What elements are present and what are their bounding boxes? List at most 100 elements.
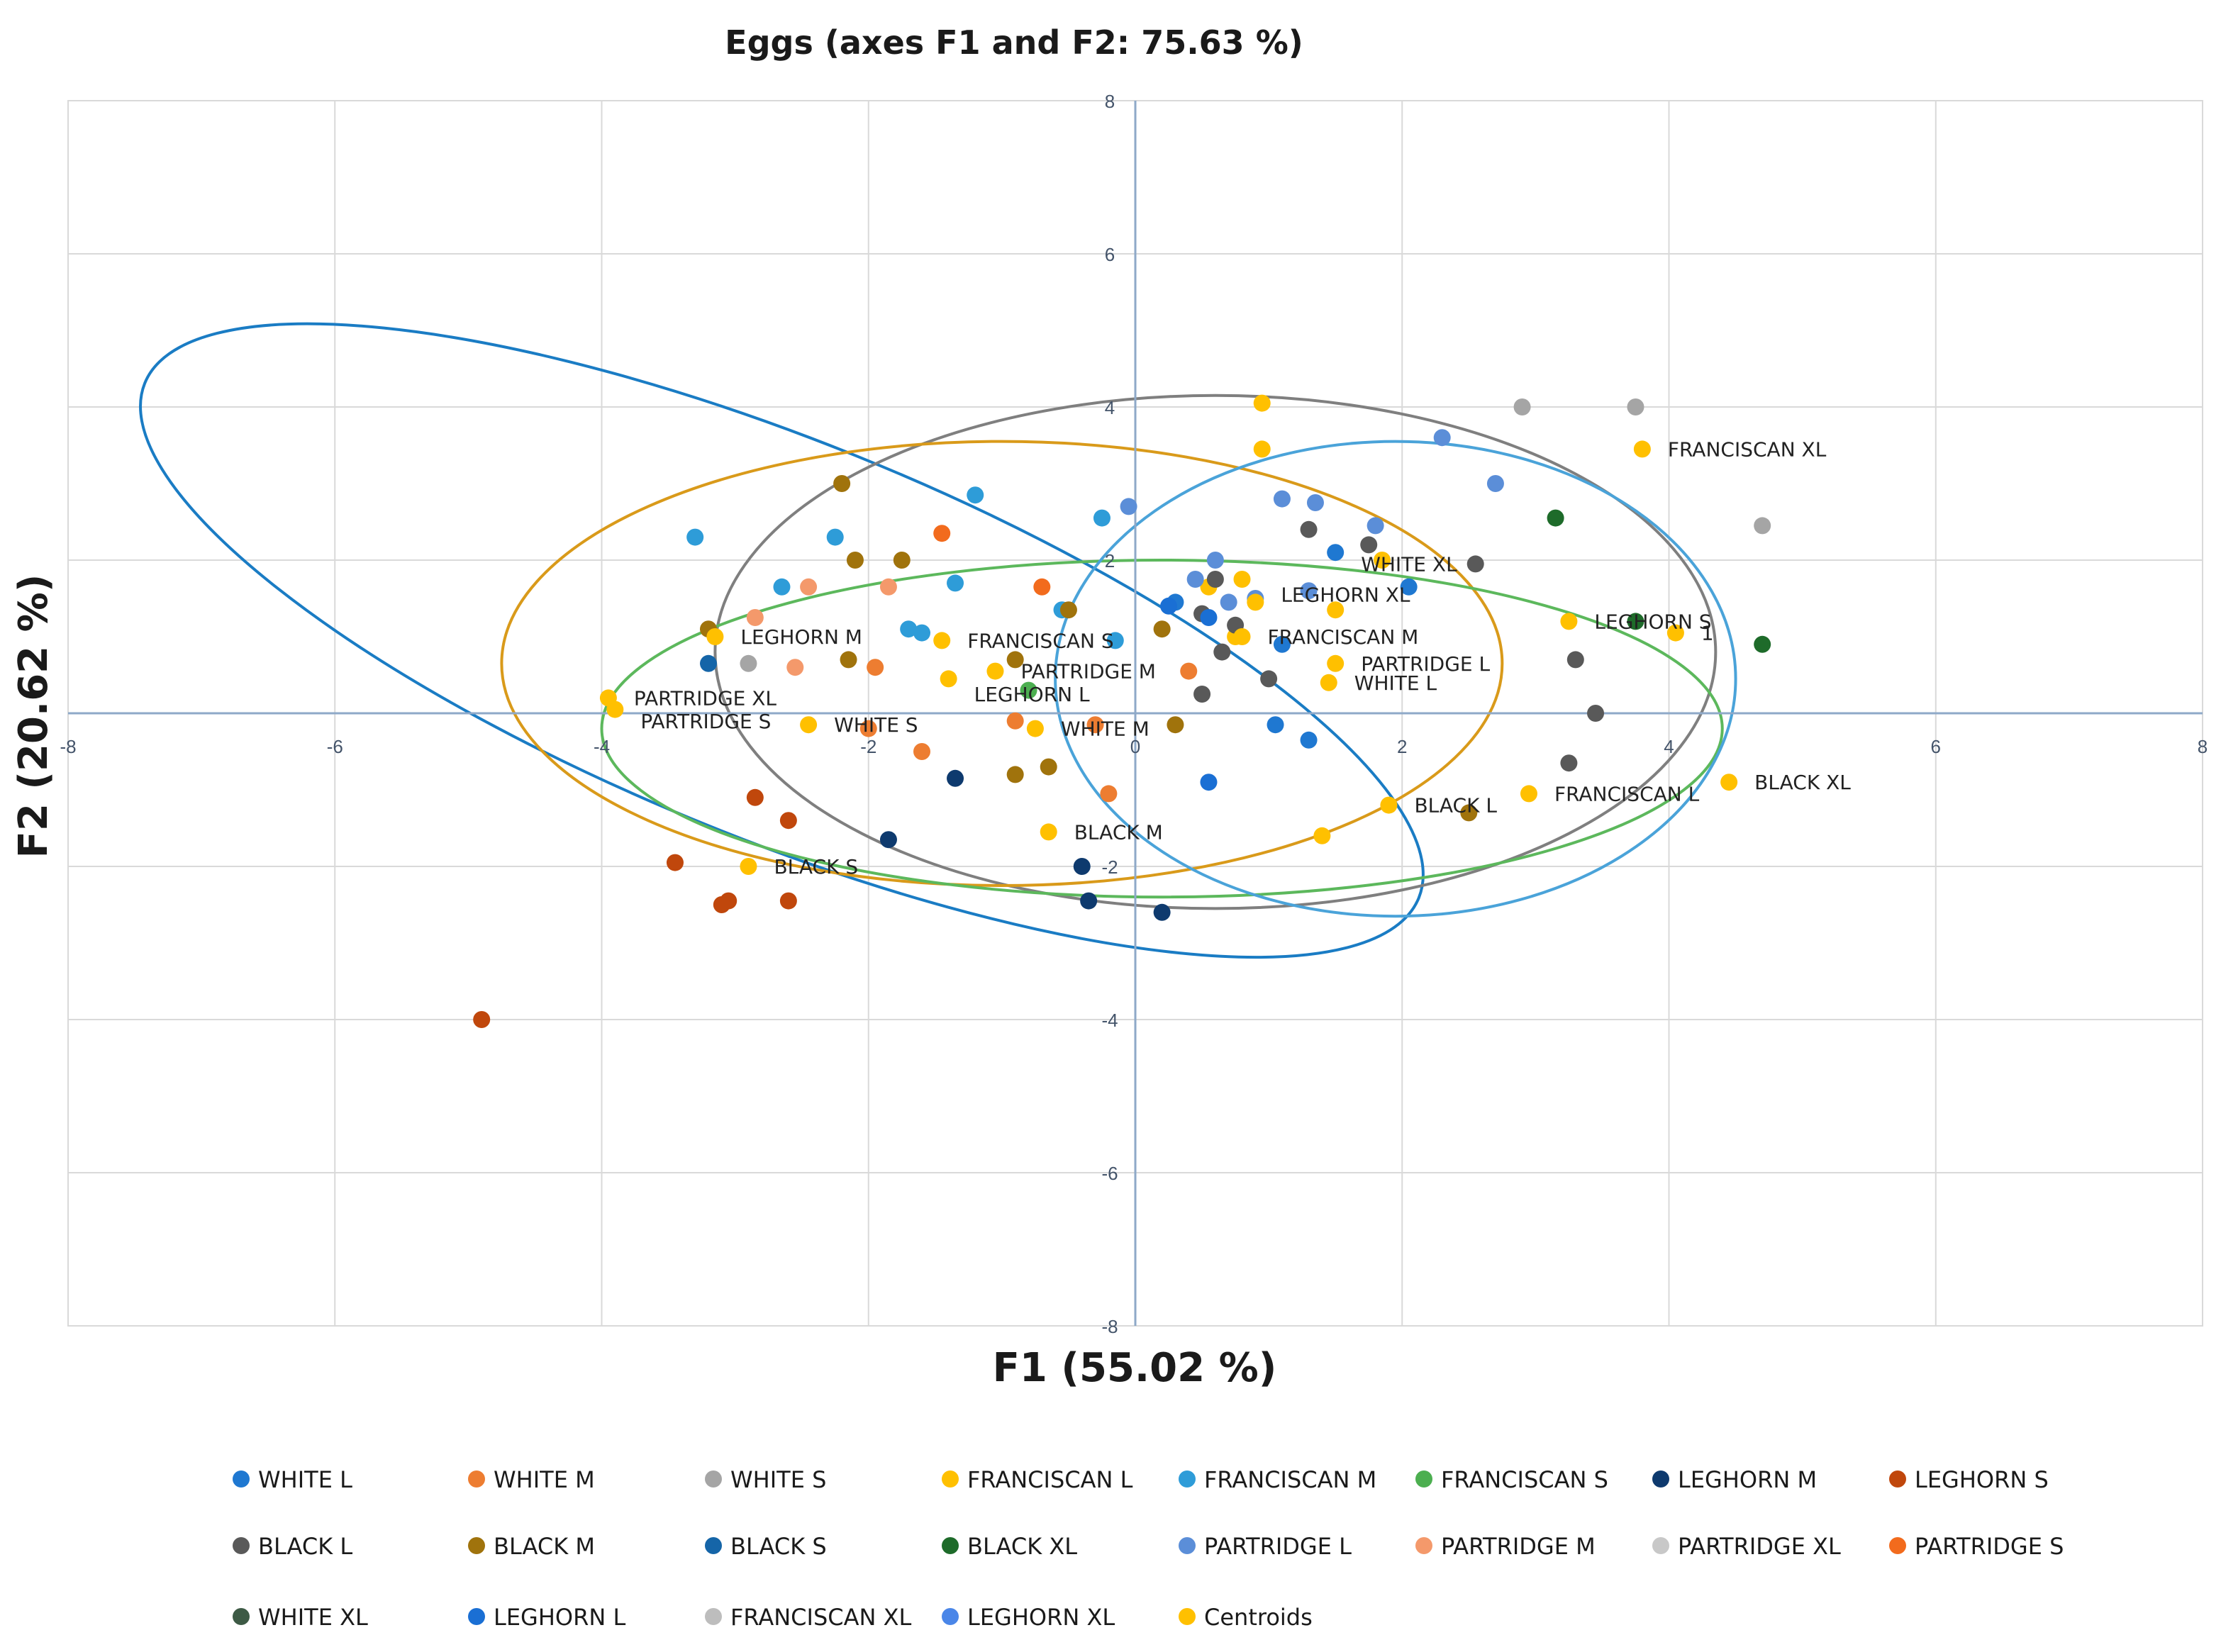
data-point [1206, 571, 1224, 588]
data-point [1180, 662, 1198, 680]
data-point [1040, 758, 1057, 776]
data-point [1520, 785, 1537, 803]
data-point [1327, 601, 1345, 619]
legend-label: PARTRIDGE S [1915, 1533, 2064, 1560]
data-point [1153, 903, 1171, 921]
data-point [713, 896, 730, 913]
data-point [1253, 394, 1271, 412]
data-point [606, 701, 624, 718]
x-tick-label: -6 [327, 736, 343, 757]
legend-item: LEGHORN S [1889, 1466, 2049, 1493]
point-labels: FRANCISCAN XL WHITE XL LEGHORN XL FRANCISCA… [634, 437, 1851, 878]
data-point [940, 670, 957, 688]
data-point [1193, 686, 1211, 703]
data-point [740, 654, 757, 672]
data-point [1086, 716, 1104, 734]
data-point [1327, 654, 1345, 672]
legend-item: PARTRIDGE S [1889, 1533, 2064, 1560]
legend-marker [468, 1608, 485, 1625]
axes: -8 -6 -4 -2 0 2 4 6 8 -8 -6 -4 -2 2 4 6 8 [60, 91, 2208, 1337]
data-point [1460, 804, 1478, 822]
data-point [1327, 544, 1345, 562]
data-point [826, 528, 844, 546]
data-point [1547, 509, 1564, 527]
legend-label: LEGHORN L [494, 1604, 625, 1631]
data-point [1020, 681, 1037, 699]
data-point [1233, 628, 1251, 645]
point-label: LEGHORN L [974, 683, 1090, 706]
data-point [740, 858, 757, 875]
data-point [1059, 601, 1077, 619]
data-point [1374, 552, 1391, 569]
point-label: PARTRIDGE M [1020, 660, 1156, 683]
legend-marker [1889, 1470, 1906, 1488]
x-tick-label: -2 [860, 736, 876, 757]
data-point [1080, 892, 1098, 910]
legend-item: FRANCISCAN L [942, 1466, 1133, 1493]
data-points [473, 394, 1771, 1028]
data-point [1026, 720, 1044, 737]
legend-item: Centroids [1179, 1604, 1313, 1631]
data-point [947, 769, 964, 787]
data-point [1633, 440, 1651, 458]
data-point [1313, 827, 1331, 844]
data-point [746, 788, 764, 806]
data-point [893, 552, 911, 569]
legend-item: BLACK XL [942, 1533, 1077, 1560]
point-label: LEGHORN S [1594, 610, 1711, 633]
data-point [1300, 731, 1318, 749]
point-label: WHITE XL [1361, 552, 1457, 576]
legend-label: WHITE M [494, 1466, 595, 1493]
legend-label: FRANCISCAN S [1441, 1466, 1608, 1493]
legend-marker [233, 1470, 250, 1488]
data-point [1366, 517, 1384, 535]
x-tick-label: 6 [1931, 736, 1941, 757]
data-point [900, 620, 918, 638]
legend-label: LEGHORN M [1678, 1466, 1817, 1493]
legend: WHITE L WHITE M WHITE S FRANCISCAN L FRANCIS… [233, 1466, 2064, 1631]
point-label: LEGHORN XL [1281, 584, 1410, 607]
legend-item: PARTRIDGE XL [1652, 1533, 1841, 1560]
data-point [1666, 624, 1684, 642]
legend-label: BLACK M [494, 1533, 595, 1560]
data-point [1587, 705, 1605, 722]
data-point [1253, 440, 1271, 458]
legend-marker [705, 1608, 722, 1625]
data-point [1100, 785, 1118, 803]
x-tick-label: 8 [2198, 736, 2208, 757]
ellipse-gray [713, 394, 1718, 910]
chart-title: Eggs (axes F1 and F2: 75.63 %) [725, 23, 1303, 62]
data-point [833, 475, 851, 492]
data-point [867, 659, 884, 676]
data-point [706, 628, 724, 645]
data-point [1560, 754, 1578, 772]
data-point [1220, 593, 1237, 611]
x-tick-label: -8 [60, 736, 76, 757]
data-point [1200, 774, 1218, 791]
data-point [773, 578, 791, 596]
data-point [786, 659, 804, 676]
data-point [666, 854, 684, 871]
data-point [846, 552, 864, 569]
data-point [1320, 674, 1337, 691]
data-point [1120, 498, 1137, 515]
data-point [913, 743, 930, 760]
legend-marker [942, 1470, 959, 1488]
legend-item: WHITE L [233, 1466, 352, 1493]
y-tick-label: -2 [1101, 856, 1118, 878]
data-point [1513, 398, 1531, 415]
legend-label: BLACK XL [967, 1533, 1077, 1560]
point-label: BLACK S [774, 855, 858, 878]
legend-marker [942, 1537, 959, 1554]
point-label: WHITE M [1061, 718, 1150, 741]
legend-label: WHITE L [258, 1466, 352, 1493]
legend-label: PARTRIDGE XL [1678, 1533, 1841, 1560]
data-point [1160, 597, 1178, 615]
data-point [933, 632, 951, 649]
data-point [1754, 635, 1771, 653]
legend-label: BLACK S [730, 1533, 827, 1560]
legend-marker [233, 1608, 250, 1625]
legend-item: FRANCISCAN S [1415, 1466, 1608, 1493]
y-tick-label: -6 [1101, 1163, 1118, 1184]
data-point [1360, 536, 1378, 554]
